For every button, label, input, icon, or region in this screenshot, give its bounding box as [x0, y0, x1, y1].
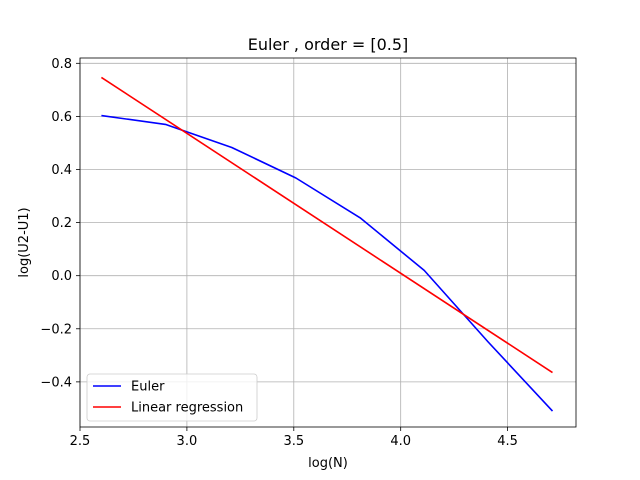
- y-tick-label: −0.2: [40, 322, 72, 337]
- y-tick-label: −0.4: [40, 375, 72, 390]
- x-tick-label: 2.5: [70, 434, 91, 449]
- x-tick-label: 3.5: [283, 434, 304, 449]
- euler-series-line: [101, 114, 554, 412]
- grid: [79, 58, 576, 427]
- x-tick-label: 4.0: [390, 434, 411, 449]
- plot-lines: [100, 76, 554, 412]
- y-tick-label: 0.4: [51, 163, 72, 178]
- legend-box: [86, 373, 258, 422]
- legend: Euler Linear regression: [86, 373, 258, 422]
- y-tick-label: 0.2: [51, 216, 72, 231]
- plot-frame: [79, 57, 577, 428]
- x-axis-title: log(N): [308, 456, 348, 471]
- y-tick-label: 0.6: [51, 110, 72, 125]
- x-tick-label: 3.0: [177, 434, 198, 449]
- linear-regression-series-line: [100, 76, 553, 374]
- axis-ticks: 2.5 3.0 3.5 4.0 4.5 −0.4 −0.2 0.0 0.2 0.4 0.6 0.8: [40, 57, 518, 449]
- y-tick-label: 0.0: [51, 269, 72, 284]
- euler-legend-label: Euler: [131, 380, 165, 395]
- chart-title: Euler , order = [0.5]: [248, 35, 409, 54]
- x-tick-label: 4.5: [497, 434, 518, 449]
- y-axis-title: log(U2-U1): [17, 207, 32, 277]
- y-tick-label: 0.8: [51, 57, 72, 72]
- linear-regression-legend-label: Linear regression: [131, 401, 243, 416]
